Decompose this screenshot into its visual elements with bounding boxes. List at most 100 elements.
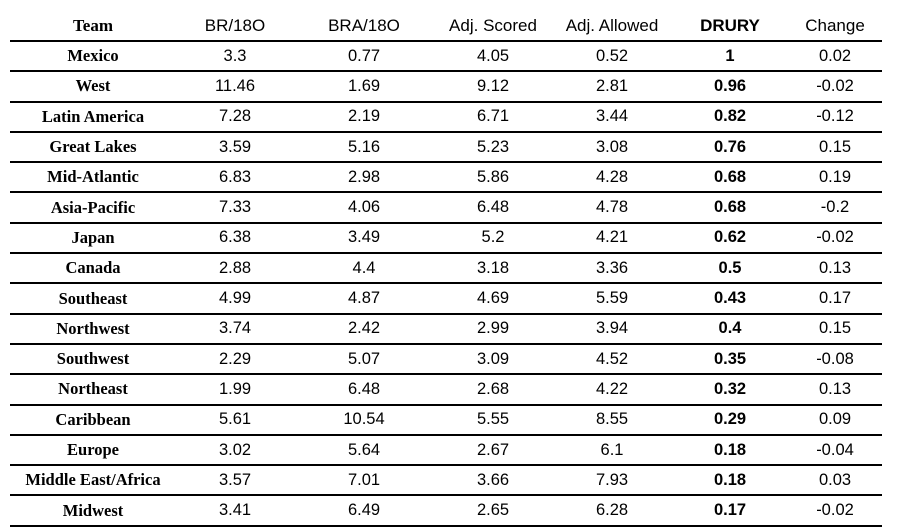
column-header-bra-18o: BRA/18O	[294, 12, 434, 42]
change-cell: -0.02	[788, 495, 882, 527]
adj-scored-cell: 6.71	[434, 101, 552, 133]
team-cell: Midwest	[10, 495, 176, 527]
drury-cell: 0.32	[672, 374, 788, 406]
br-18o-cell: 3.02	[176, 434, 294, 467]
adj-scored-cell: 5.55	[434, 404, 552, 436]
adj-allowed-cell: 6.28	[552, 495, 672, 527]
br-18o-cell: 3.41	[176, 495, 294, 527]
adj-scored-cell: 2.99	[434, 313, 552, 345]
br-18o-cell: 5.61	[176, 404, 294, 436]
table-row: Great Lakes 3.59 5.16 5.23 3.08 0.76 0.15	[10, 131, 882, 164]
table-row: Japan 6.38 3.49 5.2 4.21 0.62 -0.02	[10, 222, 882, 255]
bra-18o-cell: 10.54	[294, 404, 434, 436]
table-row: Canada 2.88 4.4 3.18 3.36 0.5 0.13	[10, 253, 882, 285]
table-row: Northeast 1.99 6.48 2.68 4.22 0.32 0.13	[10, 374, 882, 406]
br-18o-cell: 7.28	[176, 101, 294, 133]
table-row: Southeast 4.99 4.87 4.69 5.59 0.43 0.17	[10, 283, 882, 315]
adj-allowed-cell: 7.93	[552, 465, 672, 497]
adj-allowed-cell: 4.52	[552, 343, 672, 376]
change-cell: 0.02	[788, 41, 882, 73]
table-row: Northwest 3.74 2.42 2.99 3.94 0.4 0.15	[10, 313, 882, 345]
bra-18o-cell: 5.07	[294, 343, 434, 376]
table-row: Midwest 3.41 6.49 2.65 6.28 0.17 -0.02	[10, 495, 882, 527]
drury-cell: 0.5	[672, 253, 788, 285]
adj-scored-cell: 2.67	[434, 434, 552, 467]
bra-18o-cell: 1.69	[294, 71, 434, 103]
table-row: Mid-Atlantic 6.83 2.98 5.86 4.28 0.68 0.19	[10, 162, 882, 194]
team-cell: Middle East/Africa	[10, 465, 176, 497]
column-header-change: Change	[788, 12, 882, 42]
adj-allowed-cell: 3.36	[552, 253, 672, 285]
drury-cell: 0.68	[672, 192, 788, 224]
bra-18o-cell: 6.48	[294, 374, 434, 406]
change-cell: 0.03	[788, 465, 882, 497]
adj-scored-cell: 3.66	[434, 465, 552, 497]
bra-18o-cell: 0.77	[294, 41, 434, 73]
br-18o-cell: 3.3	[176, 41, 294, 73]
adj-allowed-cell: 4.28	[552, 162, 672, 194]
drury-cell: 0.18	[672, 465, 788, 497]
drury-cell: 0.29	[672, 404, 788, 436]
adj-scored-cell: 2.65	[434, 495, 552, 527]
change-cell: 0.19	[788, 162, 882, 194]
team-cell: West	[10, 71, 176, 103]
bra-18o-cell: 6.49	[294, 495, 434, 527]
team-cell: Mexico	[10, 41, 176, 73]
drury-cell: 0.18	[672, 434, 788, 467]
adj-scored-cell: 3.18	[434, 253, 552, 285]
column-header-adj-allowed: Adj. Allowed	[552, 12, 672, 42]
change-cell: 0.13	[788, 374, 882, 406]
table-header: Team BR/18O BRA/18O Adj. Scored Adj. All…	[10, 12, 882, 42]
bra-18o-cell: 2.98	[294, 162, 434, 194]
team-cell: Caribbean	[10, 404, 176, 436]
table-row: Asia-Pacific 7.33 4.06 6.48 4.78 0.68 -0.2	[10, 192, 882, 224]
column-header-drury: DRURY	[672, 12, 788, 42]
team-cell: Great Lakes	[10, 131, 176, 164]
adj-allowed-cell: 3.08	[552, 131, 672, 164]
adj-allowed-cell: 4.21	[552, 222, 672, 255]
bra-18o-cell: 4.4	[294, 253, 434, 285]
bra-18o-cell: 2.42	[294, 313, 434, 345]
team-cell: Asia-Pacific	[10, 192, 176, 224]
adj-allowed-cell: 4.22	[552, 374, 672, 406]
change-cell: -0.2	[788, 192, 882, 224]
adj-allowed-cell: 0.52	[552, 41, 672, 73]
adj-scored-cell: 4.05	[434, 41, 552, 73]
drury-cell: 0.76	[672, 131, 788, 164]
bra-18o-cell: 7.01	[294, 465, 434, 497]
team-cell: Latin America	[10, 101, 176, 133]
bra-18o-cell: 4.06	[294, 192, 434, 224]
br-18o-cell: 6.83	[176, 162, 294, 194]
team-cell: Canada	[10, 253, 176, 285]
adj-scored-cell: 5.2	[434, 222, 552, 255]
br-18o-cell: 2.29	[176, 343, 294, 376]
column-header-team: Team	[10, 12, 176, 42]
br-18o-cell: 3.59	[176, 131, 294, 164]
column-header-adj-scored: Adj. Scored	[434, 12, 552, 42]
adj-scored-cell: 4.69	[434, 283, 552, 315]
drury-cell: 0.68	[672, 162, 788, 194]
team-cell: Southwest	[10, 343, 176, 376]
br-18o-cell: 3.57	[176, 465, 294, 497]
bra-18o-cell: 4.87	[294, 283, 434, 315]
team-cell: Europe	[10, 434, 176, 467]
team-cell: Southeast	[10, 283, 176, 315]
adj-allowed-cell: 2.81	[552, 71, 672, 103]
table-row: Southwest 2.29 5.07 3.09 4.52 0.35 -0.08	[10, 343, 882, 376]
change-cell: 0.17	[788, 283, 882, 315]
bra-18o-cell: 5.64	[294, 434, 434, 467]
change-cell: -0.04	[788, 434, 882, 467]
drury-cell: 0.17	[672, 495, 788, 527]
table-body: Mexico 3.3 0.77 4.05 0.52 1 0.02 West 11.46 1.69 9…	[10, 41, 882, 527]
adj-scored-cell: 5.86	[434, 162, 552, 194]
bra-18o-cell: 5.16	[294, 131, 434, 164]
header-row: Team BR/18O BRA/18O Adj. Scored Adj. All…	[10, 12, 882, 42]
team-cell: Northeast	[10, 374, 176, 406]
change-cell: 0.15	[788, 131, 882, 164]
table-row: West 11.46 1.69 9.12 2.81 0.96 -0.02	[10, 71, 882, 103]
drury-cell: 0.43	[672, 283, 788, 315]
table-row: Caribbean 5.61 10.54 5.55 8.55 0.29 0.09	[10, 404, 882, 436]
adj-scored-cell: 2.68	[434, 374, 552, 406]
br-18o-cell: 7.33	[176, 192, 294, 224]
change-cell: 0.15	[788, 313, 882, 345]
